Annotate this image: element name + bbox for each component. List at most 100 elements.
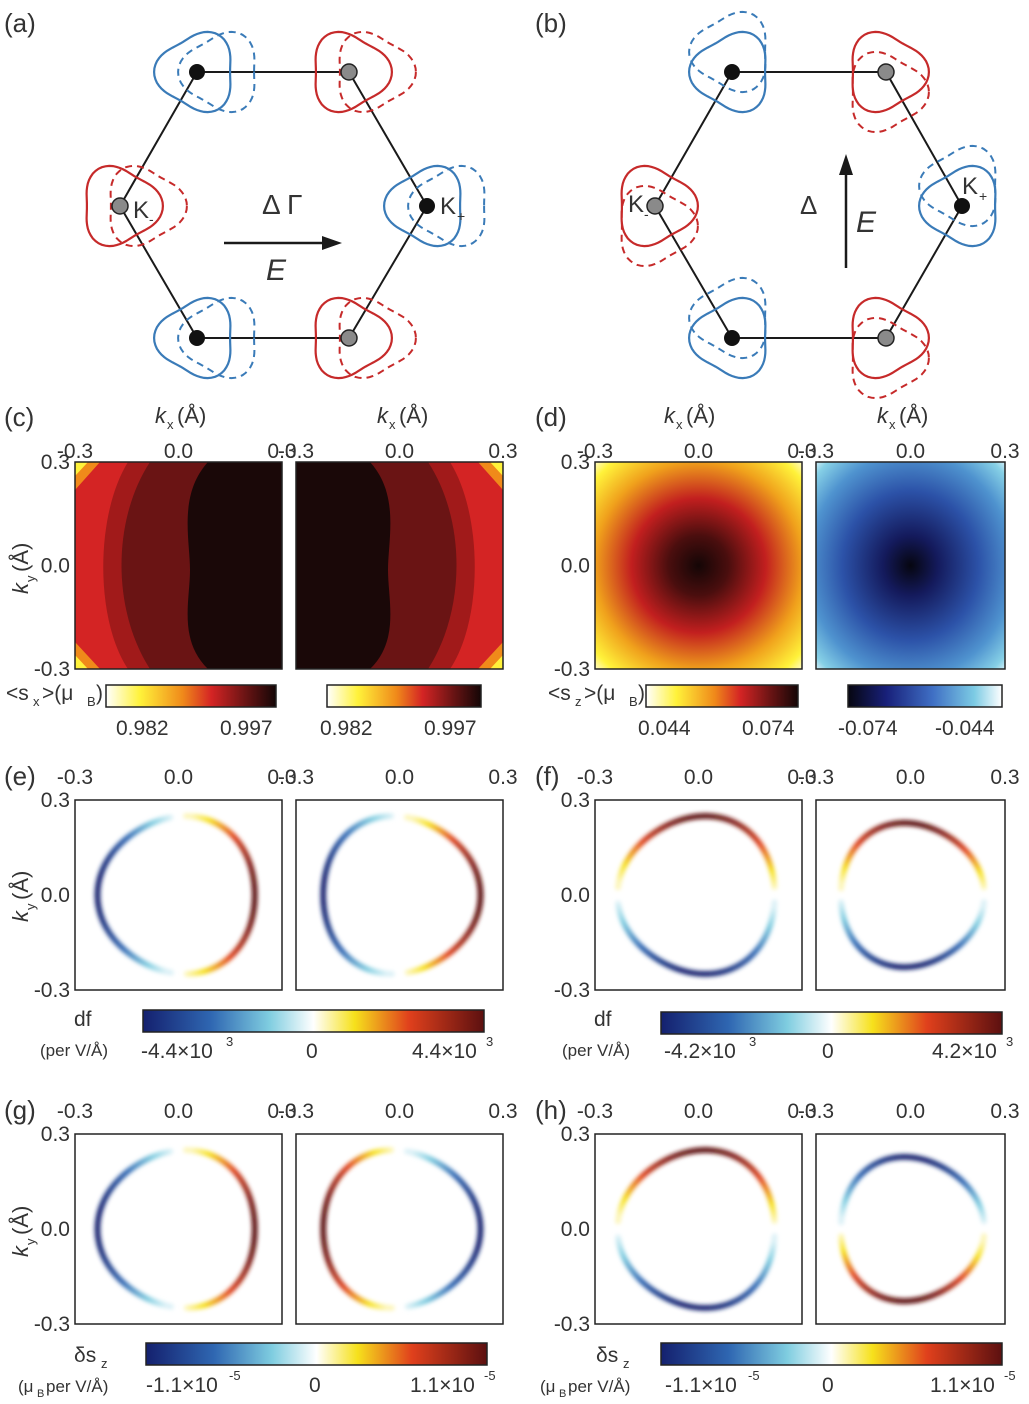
ylabel-sub: y (23, 575, 38, 582)
plot-area (296, 1134, 503, 1324)
x-tick-label: 0.3 (488, 766, 517, 789)
colorbar-label: δs (74, 1344, 96, 1367)
colorbar-label: <s (548, 682, 571, 705)
k-plus-label: K (962, 173, 978, 200)
k-plus-node (419, 198, 435, 214)
shifted-fermi-pocket (338, 296, 417, 380)
fermi-pocket (85, 164, 165, 248)
x-tick-label: 0.3 (488, 440, 517, 463)
plot-frame (295, 1133, 504, 1325)
xlabel-unit: (Å) (686, 403, 715, 428)
x-tick-label: -0.3 (57, 440, 93, 463)
delta-label: Δ (800, 190, 817, 220)
y-tick-label: 0.0 (41, 884, 70, 907)
k-plus-sub: + (457, 208, 465, 224)
fermi-pocket (851, 296, 931, 380)
colorbar-label-sub: z (575, 694, 582, 709)
colorbar-unit: >(μ (42, 682, 73, 705)
plot-area (75, 800, 282, 990)
y-tick-label: 0.0 (41, 1218, 70, 1241)
xlabel-sub: x (389, 417, 396, 432)
ring-segment (404, 814, 415, 822)
x-tick-label: 0.0 (896, 1100, 925, 1123)
y-tick-label: -0.3 (554, 979, 590, 1002)
fermi-ring (615, 1147, 778, 1311)
y-tick-label: 0.3 (561, 451, 590, 474)
ring-segment (163, 1302, 174, 1310)
x-tick-label: 0.3 (267, 1100, 296, 1123)
fermi-ring (838, 820, 987, 970)
y-tick-label: -0.3 (34, 979, 70, 1002)
fermi-pocket (917, 164, 997, 248)
colorbar-min: 0.982 (320, 717, 373, 740)
plot-area (816, 1134, 1005, 1324)
x-tick-label: 0.0 (684, 1100, 713, 1123)
colorbar-label-sub: z (623, 1356, 630, 1371)
shifted-fermi-pocket (338, 30, 417, 114)
k-minus-label: K (628, 191, 644, 218)
colorbar-bar (660, 1342, 1003, 1366)
x-tick-label: 0.3 (990, 1100, 1019, 1123)
xlabel-k: k (877, 403, 889, 428)
plot-area (75, 1134, 282, 1324)
xlabel-unit: (Å) (177, 403, 206, 428)
k-minus-label: K (133, 197, 149, 224)
k-point-node (877, 329, 895, 347)
delta-gamma-label: Δ Γ (262, 189, 302, 220)
fermi-pocket (620, 164, 700, 248)
colorbar-max: -0.044 (935, 717, 995, 740)
pockets-a (85, 30, 486, 380)
colorbar-tick-zero: 0 (309, 1374, 321, 1397)
fermi-pocket (851, 30, 931, 114)
plot-frame (295, 461, 504, 670)
colorbar-e: df (per V/Å) -4.4×10 3 0 4.4×10 3 (40, 1008, 493, 1063)
x-tick-label: -0.3 (57, 1100, 93, 1123)
fermi-ring (94, 1147, 258, 1311)
y-tick-label: -0.3 (554, 658, 590, 681)
colorbar-exp: -5 (748, 1368, 760, 1383)
colorbar-unit-sub: B (87, 694, 96, 709)
field-label-e: E (856, 206, 877, 239)
colorbar-tick-min: -4.2×10 (664, 1040, 736, 1063)
k-point-node (724, 64, 740, 80)
x-tick-label: 0.3 (787, 1100, 816, 1123)
shifted-fermi-pocket (177, 30, 256, 114)
panel-label-f: (f) (535, 761, 560, 791)
x-tick-label: -0.3 (798, 766, 834, 789)
fermi-pocket (382, 164, 462, 248)
x-tick-label: -0.3 (798, 1100, 834, 1123)
x-tick-label: -0.3 (278, 766, 314, 789)
ring-segment (404, 1148, 415, 1156)
shifted-fermi-pocket (688, 276, 767, 360)
ylabel-ky-g: k y (Å) (8, 1206, 38, 1257)
colorbar-unit: >(μ (584, 682, 615, 705)
x-tick-label: 0.0 (896, 440, 925, 463)
field-arrow-head (839, 154, 853, 175)
k-point-node (340, 63, 358, 81)
colorbar-max: 0.997 (424, 717, 477, 740)
xlabel-k: k (377, 403, 389, 428)
colorbar-exp: -5 (1004, 1368, 1016, 1383)
x-tick-label: -0.3 (577, 1100, 613, 1123)
ring-segment (163, 968, 174, 976)
plot-frame (295, 799, 504, 991)
k-plus-label: K (440, 193, 456, 220)
colorbar-unit: (per V/Å) (562, 1041, 630, 1060)
colorbar-h: δs z (μ B per V/Å) -1.1×10 -5 0 1.1×10 -… (540, 1342, 1016, 1400)
x-tick-label: 0.0 (896, 766, 925, 789)
x-tick-label: 0.0 (684, 766, 713, 789)
colorbar-unit: (per V/Å) (40, 1041, 108, 1060)
k-plus-sub: + (979, 188, 987, 204)
y-tick-label: 0.3 (41, 1123, 70, 1146)
shifted-fermi-pocket (688, 10, 767, 94)
y-tick-label: -0.3 (554, 1313, 590, 1336)
plot-frame (594, 1133, 803, 1325)
ring-segment (980, 899, 987, 910)
k-minus-sub: - (644, 206, 649, 222)
colorbar-exp: -5 (484, 1368, 496, 1383)
ring-segment (615, 879, 622, 891)
k-point-node (340, 329, 358, 347)
colorbar-tick-min: -1.1×10 (665, 1374, 737, 1397)
ring-segment (980, 1233, 987, 1244)
fermi-pocket (314, 296, 394, 380)
